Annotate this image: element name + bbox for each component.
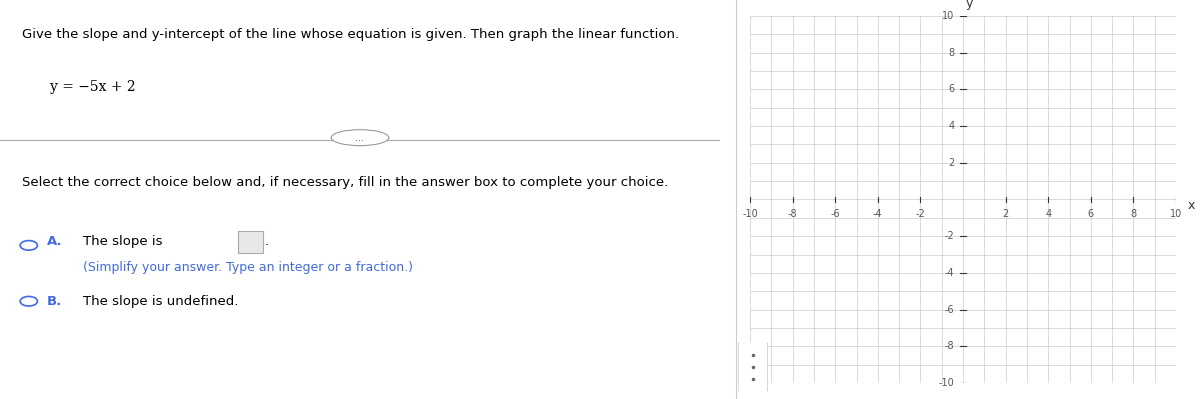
- Text: .: .: [265, 235, 269, 248]
- Text: A.: A.: [47, 235, 62, 248]
- Text: 6: 6: [948, 84, 954, 95]
- Text: (Simplify your answer. Type an integer or a fraction.): (Simplify your answer. Type an integer o…: [83, 261, 413, 274]
- Text: -4: -4: [872, 209, 883, 219]
- Text: 8: 8: [1130, 209, 1136, 219]
- Text: -2: -2: [944, 231, 954, 241]
- Text: -8: -8: [944, 341, 954, 352]
- Text: y = −5x + 2: y = −5x + 2: [50, 80, 136, 94]
- Text: The slope is undefined.: The slope is undefined.: [83, 295, 238, 308]
- Text: 2: 2: [1002, 209, 1009, 219]
- Text: 2: 2: [948, 158, 954, 168]
- Text: y: y: [966, 0, 973, 10]
- Text: 10: 10: [1170, 209, 1182, 219]
- Text: -8: -8: [787, 209, 798, 219]
- Text: Give the slope and y-intercept of the line whose equation is given. Then graph t: Give the slope and y-intercept of the li…: [22, 28, 679, 41]
- Text: -10: -10: [938, 378, 954, 388]
- Text: 4: 4: [1045, 209, 1051, 219]
- Text: -2: -2: [916, 209, 925, 219]
- Text: ...: ...: [355, 132, 365, 143]
- Text: Select the correct choice below and, if necessary, fill in the answer box to com: Select the correct choice below and, if …: [22, 176, 668, 189]
- Text: -6: -6: [944, 304, 954, 315]
- Text: -4: -4: [944, 268, 954, 278]
- Text: 4: 4: [948, 121, 954, 131]
- Text: x: x: [1187, 199, 1194, 211]
- Text: -6: -6: [830, 209, 840, 219]
- Text: B.: B.: [47, 295, 62, 308]
- Text: 10: 10: [942, 11, 954, 21]
- Text: The slope is: The slope is: [83, 235, 162, 248]
- Circle shape: [20, 296, 37, 306]
- Circle shape: [20, 241, 37, 250]
- Text: 6: 6: [1087, 209, 1094, 219]
- Ellipse shape: [331, 130, 389, 146]
- Text: 8: 8: [948, 47, 954, 58]
- FancyBboxPatch shape: [238, 231, 263, 253]
- FancyBboxPatch shape: [738, 341, 768, 393]
- Text: -10: -10: [742, 209, 758, 219]
